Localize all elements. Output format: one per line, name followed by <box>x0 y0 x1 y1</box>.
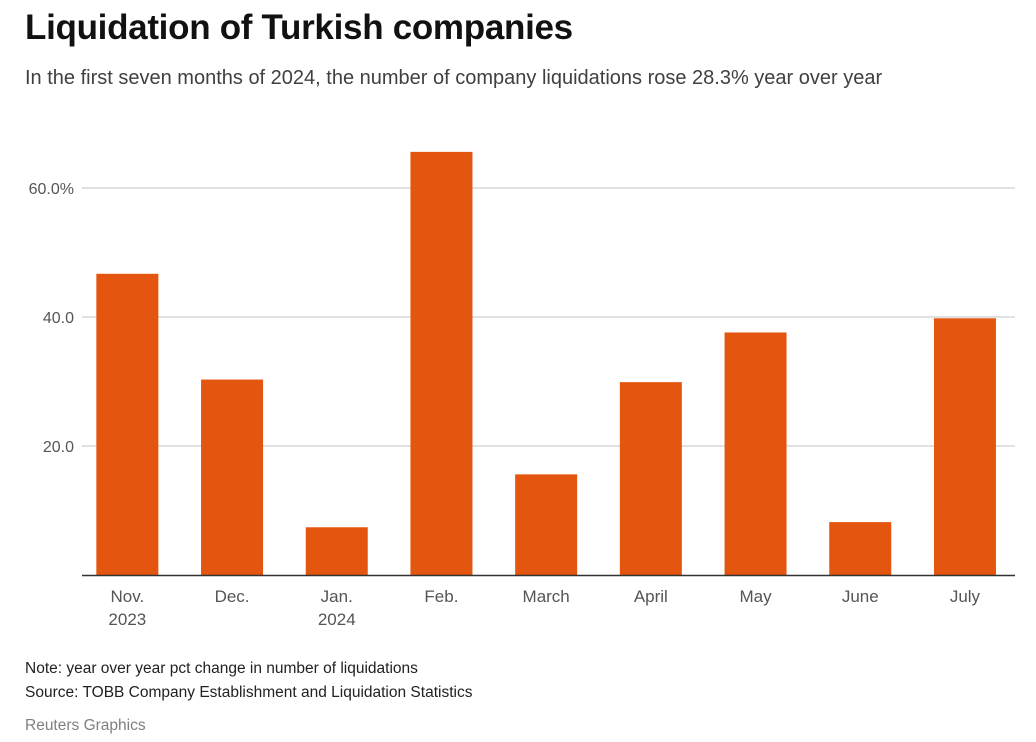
x-tick-label: June <box>842 587 879 606</box>
bar <box>619 382 682 575</box>
x-tick-label: March <box>523 587 570 606</box>
x-tick-label: July <box>950 587 981 606</box>
chart-subtitle: In the first seven months of 2024, the n… <box>25 67 883 89</box>
x-tick-label: Nov. <box>110 587 144 606</box>
bar <box>201 379 264 575</box>
chart-source: Source: TOBB Company Establishment and L… <box>25 684 473 701</box>
bar <box>724 332 787 575</box>
x-tick-label: Feb. <box>424 587 458 606</box>
x-tick-label: April <box>634 587 668 606</box>
chart-note: Note: year over year pct change in numbe… <box>25 660 418 677</box>
chart-credit: Reuters Graphics <box>25 717 146 734</box>
x-tick-label: 2024 <box>318 610 356 629</box>
bar <box>96 273 159 575</box>
y-tick-label: 60.0% <box>29 181 74 198</box>
y-tick-label: 20.0 <box>43 439 74 456</box>
x-tick-label: Jan. <box>321 587 353 606</box>
y-tick-label: 40.0 <box>43 310 74 327</box>
x-tick-label: 2023 <box>108 610 146 629</box>
x-tick-label: Dec. <box>215 587 250 606</box>
bar <box>829 522 892 575</box>
bar <box>515 474 578 575</box>
chart-title: Liquidation of Turkish companies <box>25 8 573 47</box>
bar <box>410 151 473 575</box>
x-tick-label: May <box>739 587 772 606</box>
bar <box>305 527 368 575</box>
bar <box>933 318 996 575</box>
